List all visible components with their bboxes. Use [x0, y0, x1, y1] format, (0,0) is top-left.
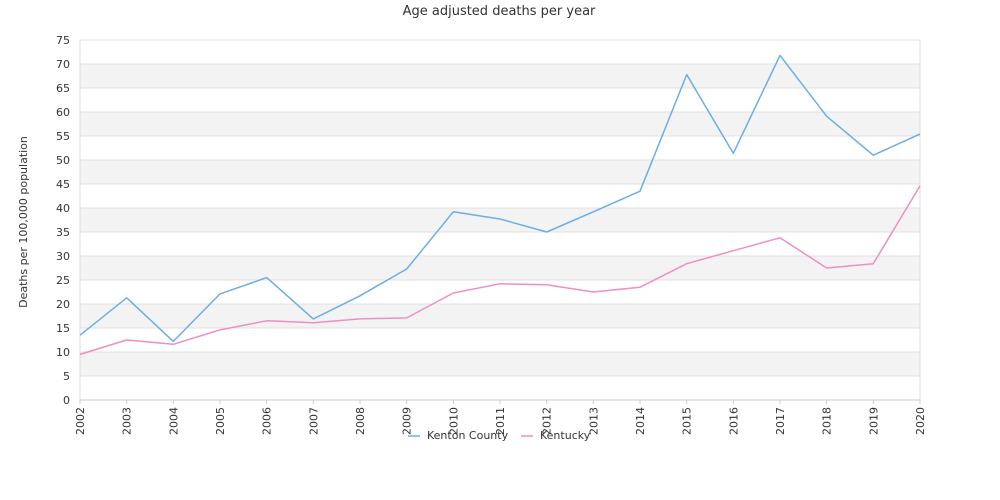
x-tick-label: 2014 — [634, 407, 647, 435]
x-tick-label: 2004 — [167, 407, 180, 435]
legend: Kenton County Kentucky — [408, 429, 591, 442]
y-tick-label: 55 — [56, 130, 70, 143]
grid-band — [80, 256, 920, 280]
grid-band — [80, 136, 920, 160]
x-tick-label: 2002 — [74, 407, 87, 435]
y-tick-label: 60 — [56, 106, 70, 119]
series-line — [79, 54, 921, 343]
x-tick-label: 2019 — [867, 407, 880, 435]
x-tick-label: 2005 — [214, 407, 227, 435]
grid-band — [80, 112, 920, 136]
grid-band — [80, 328, 920, 352]
y-tick-label: 0 — [63, 394, 70, 407]
x-tick-label: 2011 — [494, 407, 507, 435]
y-tick-label: 30 — [56, 250, 70, 263]
y-tick-label: 5 — [63, 370, 70, 383]
y-tick-label: 70 — [56, 58, 70, 71]
x-tick-label: 2018 — [821, 407, 834, 435]
y-tick-label: 40 — [56, 202, 70, 215]
x-tick-label: 2008 — [354, 407, 367, 435]
series-line — [79, 185, 921, 356]
x-tick-label: 2020 — [914, 407, 927, 435]
x-tick-label: 2013 — [587, 407, 600, 435]
series-lines — [79, 54, 921, 356]
y-tick-label: 35 — [56, 226, 70, 239]
x-axis-ticks: 2002 2003 2004 2005 2006 2007 2008 2009 2010 2011… — [74, 400, 927, 435]
y-tick-label: 75 — [56, 34, 70, 47]
grid-band — [80, 184, 920, 208]
x-tick-label: 2010 — [447, 407, 460, 435]
y-tick-label: 45 — [56, 178, 70, 191]
y-tick-label: 50 — [56, 154, 70, 167]
grid-band — [80, 64, 920, 88]
x-tick-label: 2015 — [681, 407, 694, 435]
x-tick-label: 2006 — [261, 407, 274, 435]
y-tick-label: 15 — [56, 322, 70, 335]
y-tick-label: 65 — [56, 82, 70, 95]
grid-band — [80, 88, 920, 112]
grid-band — [80, 304, 920, 328]
grid-band — [80, 160, 920, 184]
grid-bands — [79, 39, 921, 401]
legend-label: Kenton County — [427, 429, 509, 442]
y-axis-label: Deaths per 100,000 population — [17, 136, 30, 308]
x-tick-label: 2017 — [774, 407, 787, 435]
x-tick-label: 2003 — [121, 407, 134, 435]
grid-band — [80, 232, 920, 256]
x-tick-label: 2009 — [401, 407, 414, 435]
x-tick-label: 2007 — [307, 407, 320, 435]
y-tick-label: 10 — [56, 346, 70, 359]
x-tick-label: 2016 — [727, 407, 740, 435]
grid-band — [80, 40, 920, 64]
y-tick-label: 25 — [56, 274, 70, 287]
legend-label: Kentucky — [540, 429, 591, 442]
grid-band — [80, 352, 920, 376]
y-tick-label: 20 — [56, 298, 70, 311]
grid-band — [80, 376, 920, 400]
y-axis-ticks: 0 5 10 15 20 25 30 35 40 45 50 55 60 65 70 75 — [56, 34, 70, 407]
grid-band — [80, 208, 920, 232]
chart-title: Age adjusted deaths per year — [403, 4, 596, 19]
x-tick-label: 2012 — [541, 407, 554, 435]
